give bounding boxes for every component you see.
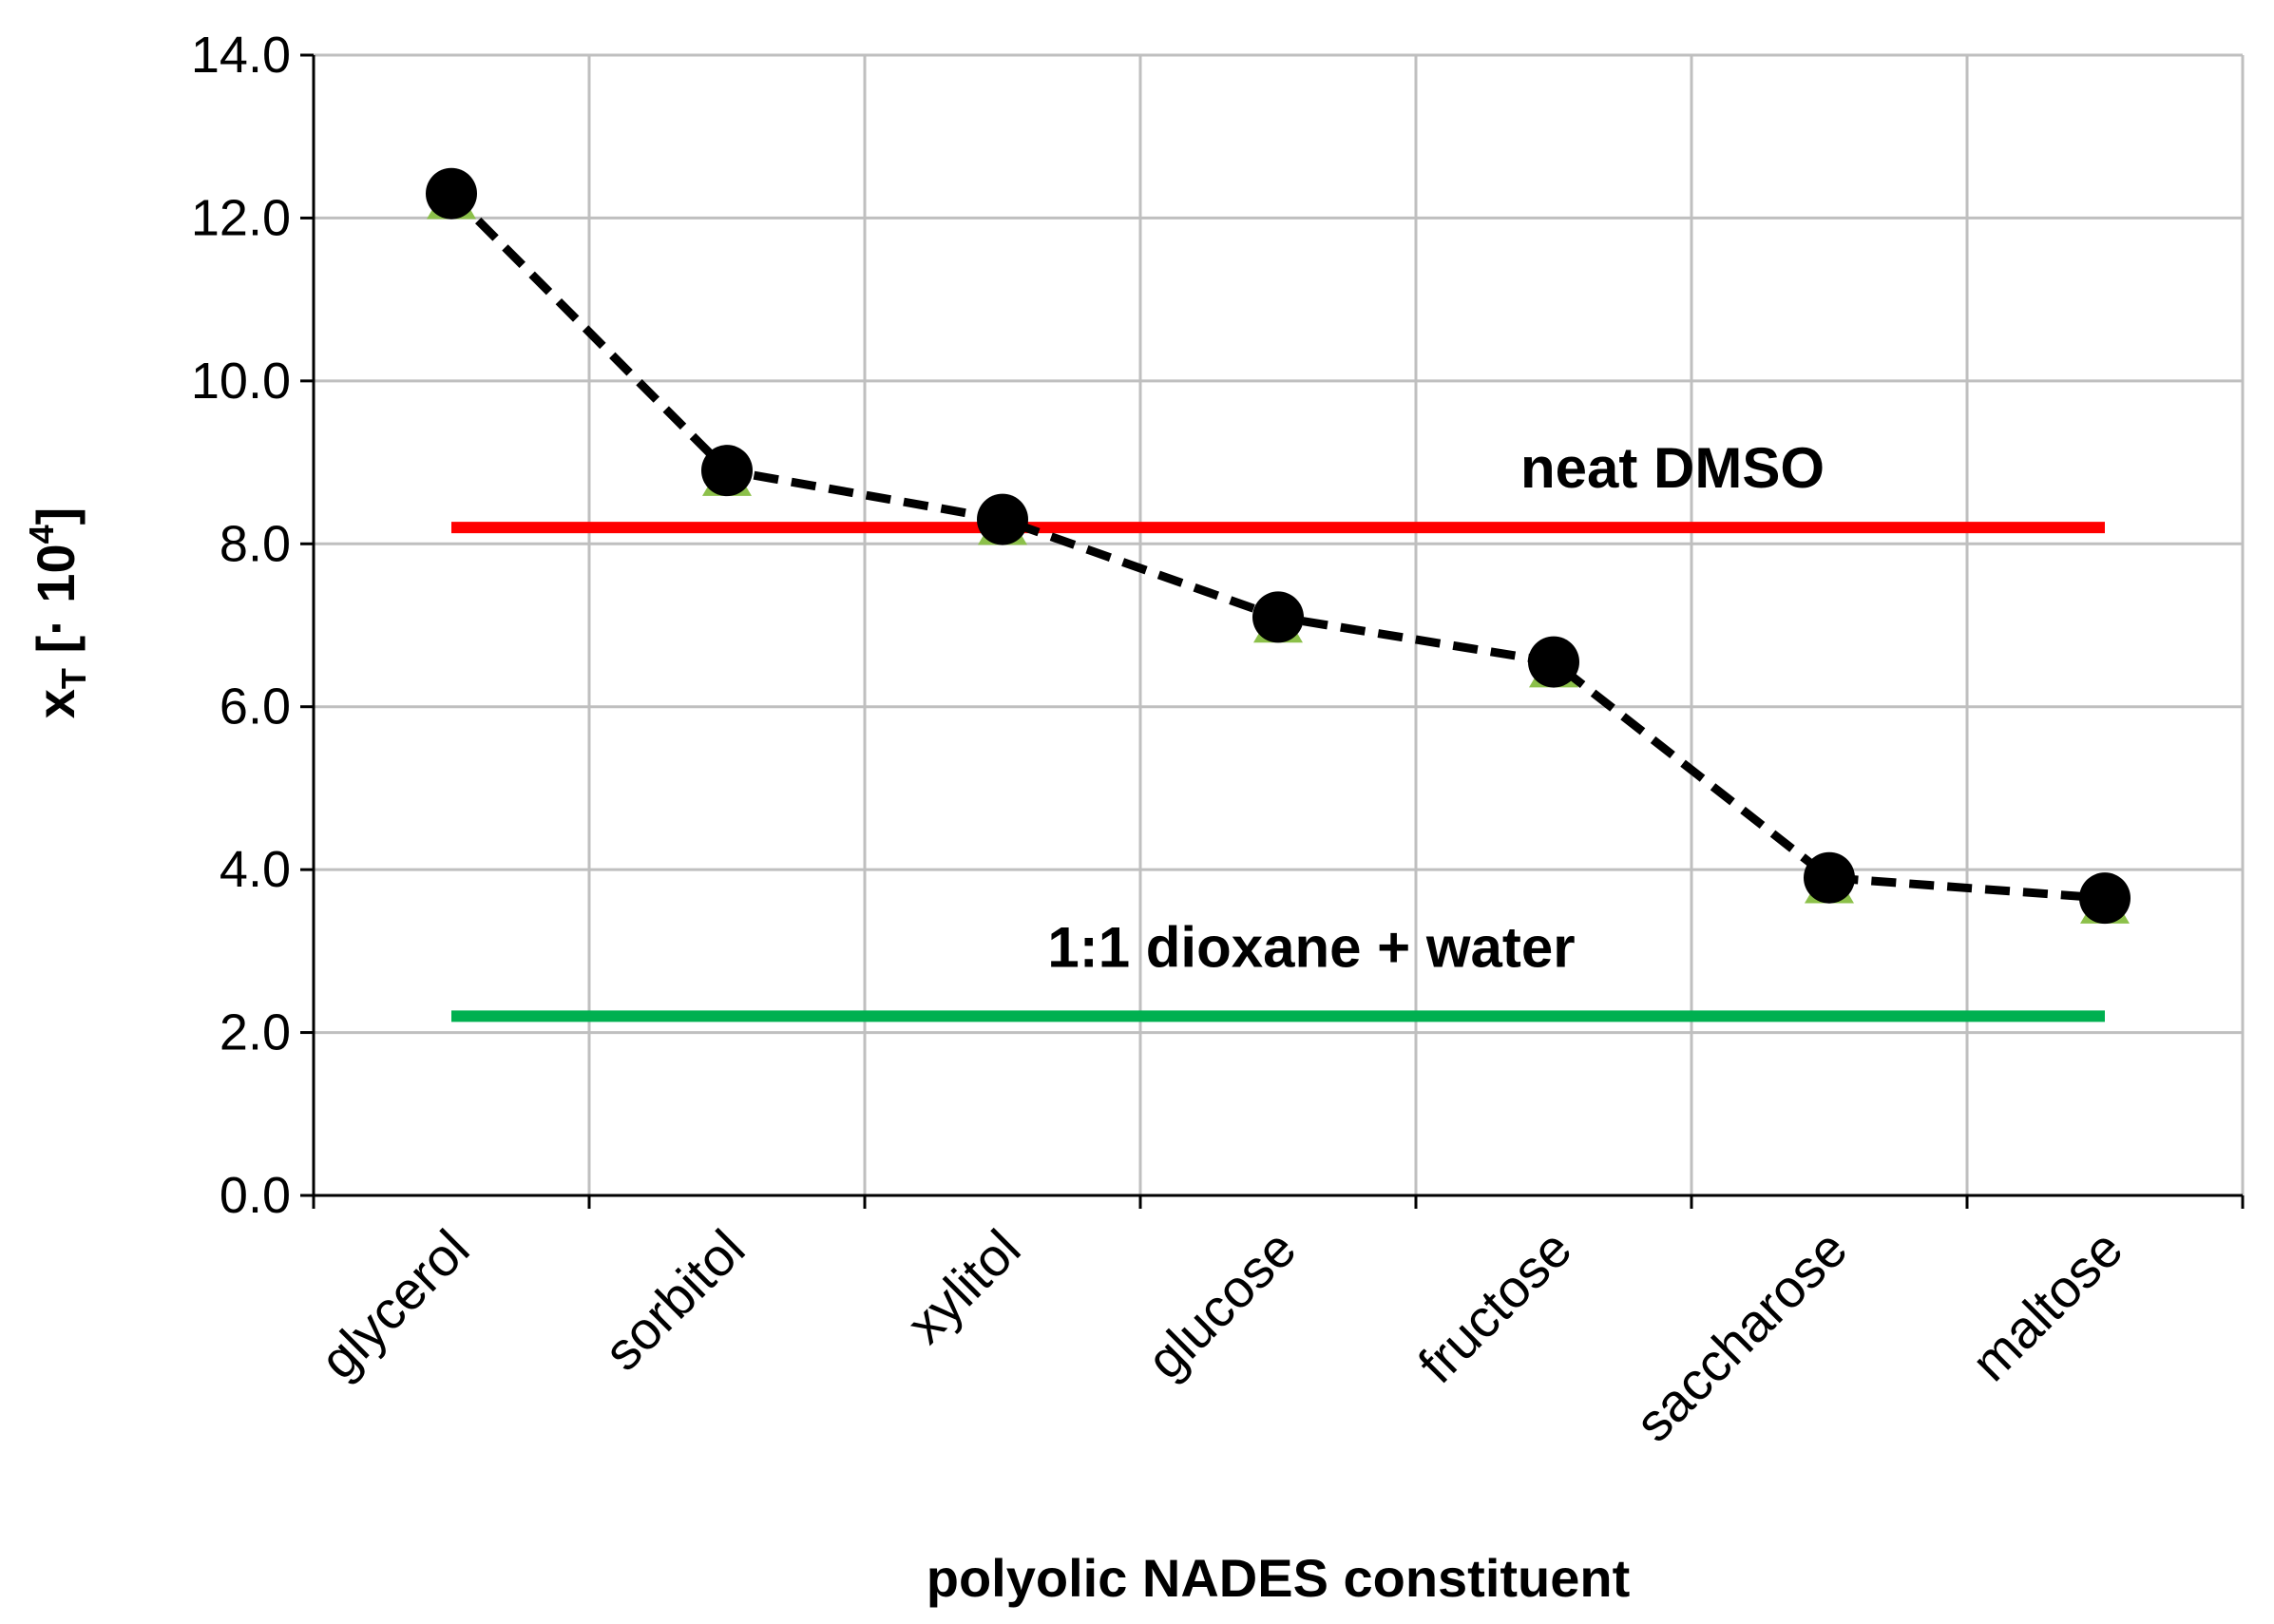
reference-line-label: neat DMSO xyxy=(1520,436,1825,500)
y-axis-title-base: x xyxy=(26,689,86,718)
y-axis-title: xT [· 104] xyxy=(22,507,93,719)
data-point xyxy=(426,167,477,220)
y-tick-label: 4.0 xyxy=(220,841,291,898)
data-point xyxy=(701,445,753,497)
y-axis-title-sup: 4 xyxy=(22,525,61,544)
y-tick-label: 0.0 xyxy=(220,1167,291,1224)
y-axis-title-bracket: [· 10 xyxy=(26,544,86,668)
axes xyxy=(300,53,2245,1209)
series xyxy=(426,167,2131,925)
data-point xyxy=(1804,851,1855,904)
y-axis-title-sub: T xyxy=(54,668,93,689)
data-point xyxy=(1252,591,1304,643)
y-tick-label: 8.0 xyxy=(220,515,291,572)
y-tick-label: 2.0 xyxy=(220,1004,291,1061)
reference-line-label: 1:1 dioxane + water xyxy=(1047,915,1575,979)
data-point xyxy=(1528,636,1579,688)
y-tick-label: 14.0 xyxy=(191,27,291,84)
data-point xyxy=(977,493,1028,545)
x-category-label: saccharose xyxy=(1623,1218,1858,1453)
x-category-label: glycerol xyxy=(308,1218,480,1390)
y-tick-label: 12.0 xyxy=(191,189,291,246)
grid xyxy=(314,53,2245,1195)
x-axis-title: polyolic NADES constituent xyxy=(927,1548,1631,1608)
x-category-label: fructose xyxy=(1406,1218,1582,1394)
y-tick-label: 6.0 xyxy=(220,678,291,736)
x-category-label: glucose xyxy=(1135,1218,1307,1390)
reference-lines xyxy=(451,522,2105,1022)
y-axis-title-close: ] xyxy=(26,507,86,525)
series-line xyxy=(448,190,2106,903)
data-point xyxy=(2079,872,2131,925)
labels: 0.0 2.0 4.0 6.0 8.0 10.0 12.0 14.0 glycerol sorbi… xyxy=(191,27,2134,1453)
x-category-label: sorbitol xyxy=(592,1218,755,1382)
y-tick-label: 10.0 xyxy=(191,353,291,410)
x-category-label: maltose xyxy=(1959,1218,2133,1392)
x-category-label: xylitol xyxy=(895,1218,1032,1355)
